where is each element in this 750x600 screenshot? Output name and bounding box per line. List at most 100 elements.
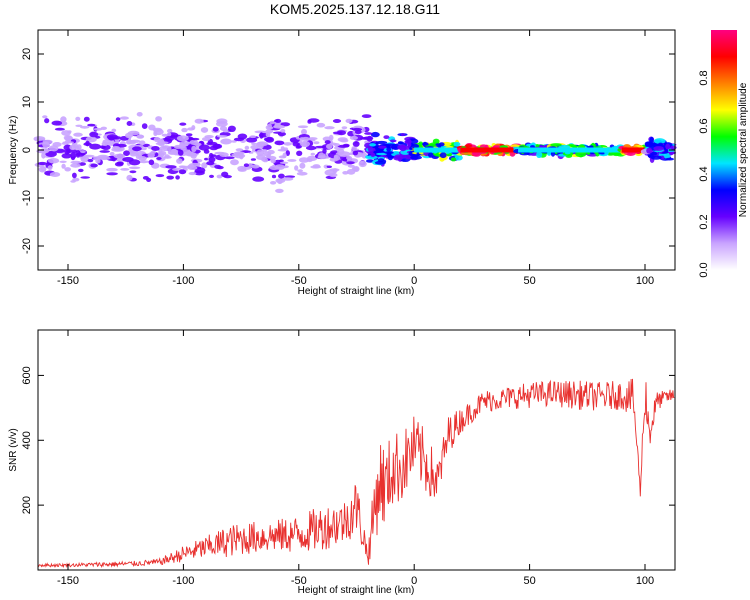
spectrogram-cell	[300, 140, 310, 148]
spectrogram-cell	[51, 120, 63, 126]
snr-y-tick-label: 600	[21, 366, 33, 384]
spectrogram-cell	[383, 135, 390, 140]
spectrogram-cell	[148, 159, 155, 166]
colorbar-tick-label: 0.8	[698, 70, 710, 85]
spectrogram-cell	[233, 137, 244, 142]
spectrogram-cell	[101, 141, 109, 146]
spectrogram-cell	[270, 181, 277, 185]
spectrogram-cell	[299, 162, 306, 169]
snr-x-tick-label: -50	[291, 575, 307, 587]
spectrogram-cell	[299, 137, 305, 141]
spectrogram-cell	[653, 146, 664, 151]
spectrogram-cell	[258, 142, 264, 149]
spectrogram-cell	[278, 173, 285, 179]
spectrogram-cell	[62, 141, 75, 144]
spectrogram-cell	[307, 155, 318, 161]
spectrogram-cell	[49, 172, 61, 177]
spectrogram-cell	[189, 162, 201, 167]
spectrogram-cell	[438, 142, 445, 147]
spectrogram-cell	[658, 142, 663, 146]
spectrogram-cell	[296, 150, 303, 156]
spectrogram-heatmap	[33, 112, 677, 193]
snr-y-label: SNR (v/v)	[8, 428, 19, 471]
spectrogram-x-tick-label: 50	[523, 275, 535, 287]
spectrogram-cell	[285, 150, 290, 157]
spectrogram-cell	[166, 175, 174, 180]
spectrogram-cell	[269, 120, 275, 125]
spectrogram-cell	[87, 123, 96, 127]
spectrogram-cell	[80, 156, 90, 163]
spectrogram-cell	[329, 172, 338, 178]
spectrogram-cell	[80, 150, 86, 154]
spectrogram-cell	[220, 138, 232, 145]
snr-x-ticks: -150 -100 -50 0 50 100	[57, 330, 654, 587]
spectrogram-cell	[76, 144, 82, 151]
spectrogram-cell	[333, 143, 340, 147]
spectrogram-cell	[122, 157, 134, 162]
spectrogram-cell	[277, 148, 289, 152]
snr-x-tick-label: 0	[411, 575, 417, 587]
spectrogram-x-tick-label: -150	[57, 275, 79, 287]
snr-x-label: Height of straight line (km)	[298, 585, 415, 596]
spectrogram-cell	[400, 133, 406, 136]
spectrogram-cell	[235, 148, 244, 152]
spectrogram-cell	[175, 175, 180, 180]
spectrogram-cell	[668, 151, 674, 155]
snr-frame	[37, 329, 676, 571]
figure-title: KOM5.2025.137.12.18.G11	[270, 1, 440, 17]
spectrogram-cell	[214, 151, 226, 155]
spectrogram-cell	[550, 143, 562, 147]
spectrogram-cell	[265, 132, 271, 138]
spectrogram-cell	[224, 156, 235, 160]
spectrogram-cell	[525, 143, 532, 147]
spectrogram-cell	[349, 135, 358, 140]
snr-x-tick-label: 100	[636, 575, 654, 587]
colorbar: 0.0 0.2 0.4 0.6 0.8 Normalized spectral ampl…	[698, 30, 749, 278]
spectrogram-cell	[155, 142, 165, 146]
spectrogram-cell	[138, 160, 150, 164]
spectrogram-cell	[231, 153, 240, 157]
spectrogram-cell	[165, 165, 177, 169]
spectrogram-cell	[670, 145, 677, 150]
spectrogram-cell	[393, 156, 403, 161]
spectrogram-cell	[80, 176, 90, 179]
spectrogram-cell	[346, 161, 355, 165]
spectrogram-y-tick-label: -10	[21, 190, 33, 206]
spectrogram-cell	[262, 158, 269, 163]
spectrogram-cell	[370, 152, 376, 157]
spectrogram-cell	[216, 174, 223, 179]
spectrogram-cell	[161, 133, 169, 137]
spectrogram-cell	[190, 152, 197, 159]
spectrogram-cell	[204, 135, 214, 139]
spectrogram-cell	[294, 165, 299, 171]
spectrogram-cell	[75, 124, 83, 128]
spectrogram-cell	[78, 168, 84, 173]
spectrogram-cell	[397, 144, 407, 150]
spectrogram-cell	[129, 170, 137, 174]
spectrogram-cell	[106, 167, 118, 172]
spectrogram-cell	[653, 138, 666, 144]
spectrogram-cell	[252, 176, 265, 182]
spectrogram-cell	[48, 158, 60, 164]
spectrogram-cell	[665, 143, 671, 150]
spectrogram-cell	[389, 139, 397, 143]
spectrogram-cell	[254, 130, 266, 134]
spectrogram-cell	[536, 151, 543, 158]
spectrogram-cell	[89, 131, 99, 138]
spectrogram-cell	[191, 137, 200, 141]
spectrogram-cell	[36, 138, 45, 141]
spectrogram-cell	[125, 140, 132, 145]
spectrogram-cell	[181, 127, 188, 133]
spectrogram-cell	[274, 118, 282, 123]
spectrogram-cell	[301, 128, 307, 135]
spectrogram-cell	[216, 135, 228, 138]
spectrogram-cell	[361, 114, 372, 118]
spectrogram-cell	[234, 151, 245, 155]
spectrogram-cell	[243, 163, 249, 167]
spectrogram-cell	[370, 131, 380, 138]
snr-x-tick-label: -100	[172, 575, 194, 587]
spectrogram-cell	[422, 142, 429, 146]
spectrogram-cell	[337, 137, 348, 142]
spectrogram-cell	[270, 158, 276, 164]
spectrogram-cell	[112, 146, 120, 150]
